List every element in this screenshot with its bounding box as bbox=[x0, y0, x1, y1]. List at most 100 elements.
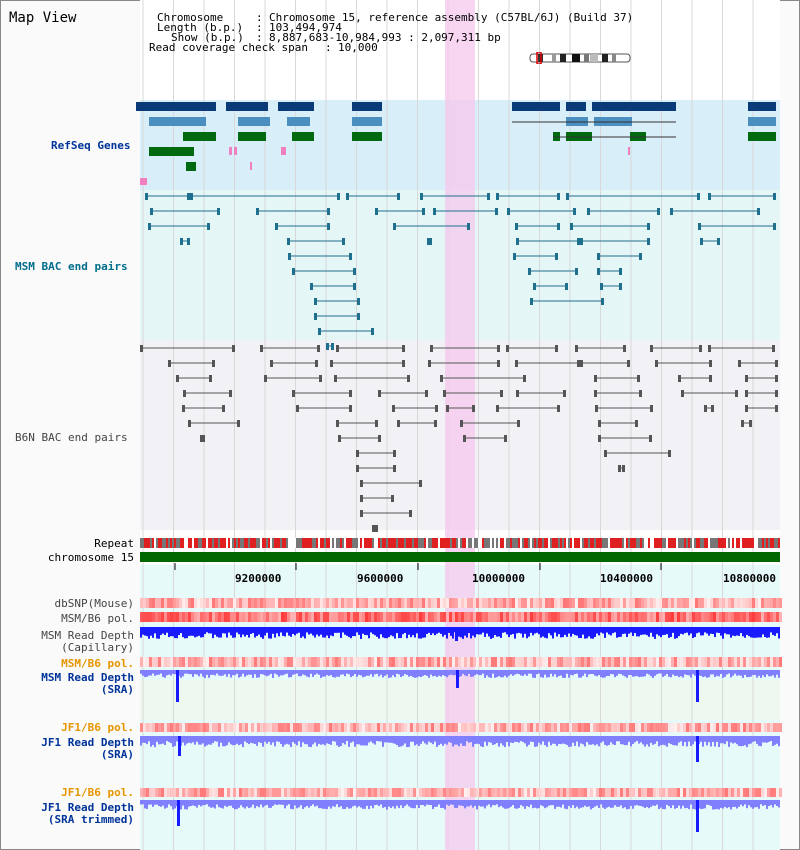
bac-end bbox=[446, 405, 449, 412]
depth-bar bbox=[324, 670, 326, 677]
bac-end bbox=[260, 345, 263, 352]
pol-mark bbox=[362, 657, 365, 667]
pol-mark bbox=[578, 788, 581, 797]
depth-bar bbox=[560, 800, 562, 808]
depth-bar bbox=[766, 736, 768, 743]
pol-mark bbox=[443, 657, 446, 667]
pol-mark bbox=[548, 612, 551, 622]
depth-bar bbox=[246, 736, 248, 743]
pol-mark bbox=[449, 598, 452, 608]
pol-mark bbox=[218, 788, 221, 797]
depth-bar bbox=[242, 800, 244, 808]
pol-mark bbox=[566, 612, 569, 622]
pol-mark bbox=[776, 598, 779, 608]
bac-end bbox=[256, 208, 259, 215]
pol-mark bbox=[656, 723, 659, 732]
depth-bar bbox=[158, 800, 160, 807]
repeat-mark bbox=[306, 538, 308, 548]
pol-mark bbox=[356, 612, 359, 622]
pol-mark bbox=[443, 612, 446, 622]
repeat-mark bbox=[432, 538, 434, 548]
pol-mark bbox=[644, 657, 647, 667]
pol-mark bbox=[725, 723, 728, 732]
depth-bar bbox=[678, 800, 680, 806]
depth-bar bbox=[550, 736, 552, 746]
pol-mark bbox=[689, 612, 692, 622]
pol-mark bbox=[140, 788, 143, 797]
repeat-mark bbox=[144, 538, 146, 548]
pol-mark bbox=[389, 788, 392, 797]
depth-bar bbox=[502, 736, 504, 746]
pol-mark bbox=[473, 788, 476, 797]
depth-bar bbox=[224, 736, 226, 747]
depth-bar bbox=[250, 736, 252, 743]
depth-bar bbox=[552, 670, 554, 677]
bac-end bbox=[700, 238, 703, 245]
pol-mark bbox=[245, 788, 248, 797]
pol-mark bbox=[539, 598, 542, 608]
bac-end bbox=[570, 223, 573, 230]
depth-bar bbox=[260, 627, 262, 638]
repeat-mark bbox=[586, 538, 588, 548]
depth-bar bbox=[682, 800, 684, 806]
pol-mark bbox=[545, 657, 548, 667]
depth-bar bbox=[220, 736, 222, 743]
depth-bar bbox=[624, 736, 626, 746]
coverage-sep: : bbox=[325, 41, 332, 54]
repeat-mark bbox=[172, 538, 174, 548]
depth-bar bbox=[416, 670, 418, 678]
depth-bar bbox=[546, 800, 548, 808]
depth-bar bbox=[328, 800, 330, 807]
pol-mark bbox=[683, 723, 686, 732]
depth-bar bbox=[504, 627, 506, 633]
depth-bar bbox=[334, 800, 336, 807]
repeat-mark bbox=[500, 538, 502, 548]
pol-mark bbox=[674, 598, 677, 608]
repeat-mark bbox=[242, 538, 244, 548]
pol-mark bbox=[293, 788, 296, 797]
pol-mark bbox=[767, 788, 770, 797]
depth-bar bbox=[166, 800, 168, 808]
depth-bar bbox=[496, 670, 498, 678]
pol-mark bbox=[359, 657, 362, 667]
depth-bar bbox=[456, 800, 458, 808]
depth-bar bbox=[530, 736, 532, 742]
depth-bar bbox=[632, 670, 634, 677]
pol-mark bbox=[338, 723, 341, 732]
depth-bar bbox=[576, 627, 578, 636]
repeat-mark bbox=[666, 538, 668, 548]
depth-bar bbox=[222, 736, 224, 747]
repeat-mark bbox=[516, 538, 518, 548]
pol-mark bbox=[161, 657, 164, 667]
pol-mark bbox=[473, 612, 476, 622]
pol-mark bbox=[176, 657, 179, 667]
bac-end bbox=[190, 193, 193, 200]
depth-bar bbox=[628, 736, 630, 742]
pol-mark bbox=[413, 598, 416, 608]
chromosome-ideogram[interactable] bbox=[528, 52, 634, 64]
pol-mark bbox=[488, 657, 491, 667]
bac-end bbox=[495, 208, 498, 215]
repeat-mark bbox=[296, 538, 298, 548]
repeat-mark bbox=[570, 538, 572, 548]
depth-bar bbox=[298, 627, 300, 633]
pol-mark bbox=[143, 788, 146, 797]
pol-mark bbox=[512, 788, 515, 797]
pol-mark bbox=[509, 788, 512, 797]
bac-end bbox=[356, 450, 359, 457]
depth-bar bbox=[438, 800, 440, 805]
pol-mark bbox=[230, 612, 233, 622]
bac-end bbox=[598, 435, 601, 442]
depth-bar bbox=[206, 670, 208, 675]
depth-bar bbox=[380, 627, 382, 635]
pol-mark bbox=[251, 598, 254, 608]
bac-end bbox=[357, 298, 360, 305]
pol-mark bbox=[428, 723, 431, 732]
pol-mark bbox=[422, 788, 425, 797]
pol-mark bbox=[371, 788, 374, 797]
repeat-mark bbox=[146, 538, 148, 548]
pol-mark bbox=[698, 723, 701, 732]
depth-bar bbox=[420, 800, 422, 806]
depth-bar bbox=[332, 800, 334, 807]
depth-bar bbox=[168, 800, 170, 805]
